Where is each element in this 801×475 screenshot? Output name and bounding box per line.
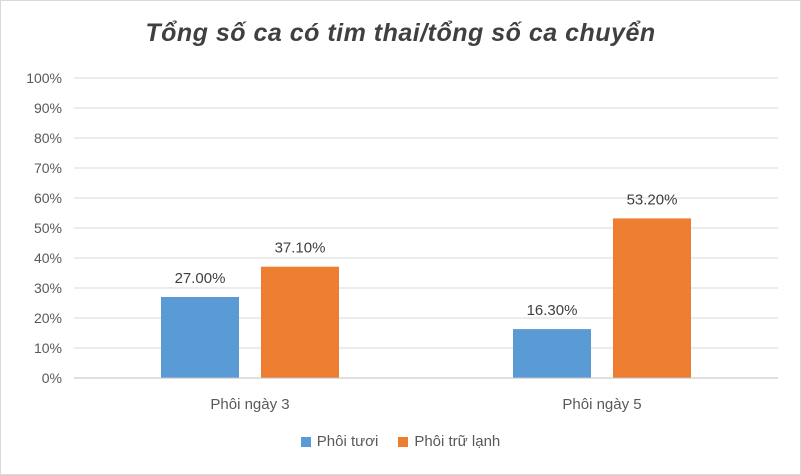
y-tick-label: 30% xyxy=(34,280,62,296)
y-tick-label: 100% xyxy=(26,70,62,86)
x-tick-label: Phôi ngày 5 xyxy=(562,396,641,413)
y-tick-label: 80% xyxy=(34,130,62,146)
legend: Phôi tươi Phôi trữ lạnh xyxy=(1,433,800,450)
y-tick-label: 40% xyxy=(34,250,62,266)
legend-swatch-frozen xyxy=(398,436,409,447)
y-tick-label: 20% xyxy=(34,310,62,326)
data-label: 37.10% xyxy=(275,240,326,257)
bar xyxy=(261,266,339,378)
data-label: 53.20% xyxy=(627,191,678,208)
data-label: 27.00% xyxy=(175,270,226,287)
y-tick-label: 90% xyxy=(34,100,62,116)
y-tick-label: 50% xyxy=(34,220,62,236)
legend-label-frozen: Phôi trữ lạnh xyxy=(414,433,501,450)
legend-label-fresh: Phôi tươi xyxy=(316,433,379,450)
legend-swatch-fresh xyxy=(300,436,311,447)
y-tick-label: 0% xyxy=(42,370,62,386)
chart-title: Tổng số ca có tim thai/tổng số ca chuyển xyxy=(145,19,656,47)
y-tick-label: 70% xyxy=(34,160,62,176)
bar xyxy=(161,297,239,378)
data-label: 16.30% xyxy=(527,302,578,319)
y-tick-label: 60% xyxy=(34,190,62,206)
bar xyxy=(513,329,591,378)
y-tick-label: 10% xyxy=(34,340,62,356)
bar xyxy=(613,218,691,378)
x-tick-label: Phôi ngày 3 xyxy=(210,396,289,413)
legend-item-fresh: Phôi tươi xyxy=(300,433,379,450)
legend-item-frozen: Phôi trữ lạnh xyxy=(398,433,500,450)
